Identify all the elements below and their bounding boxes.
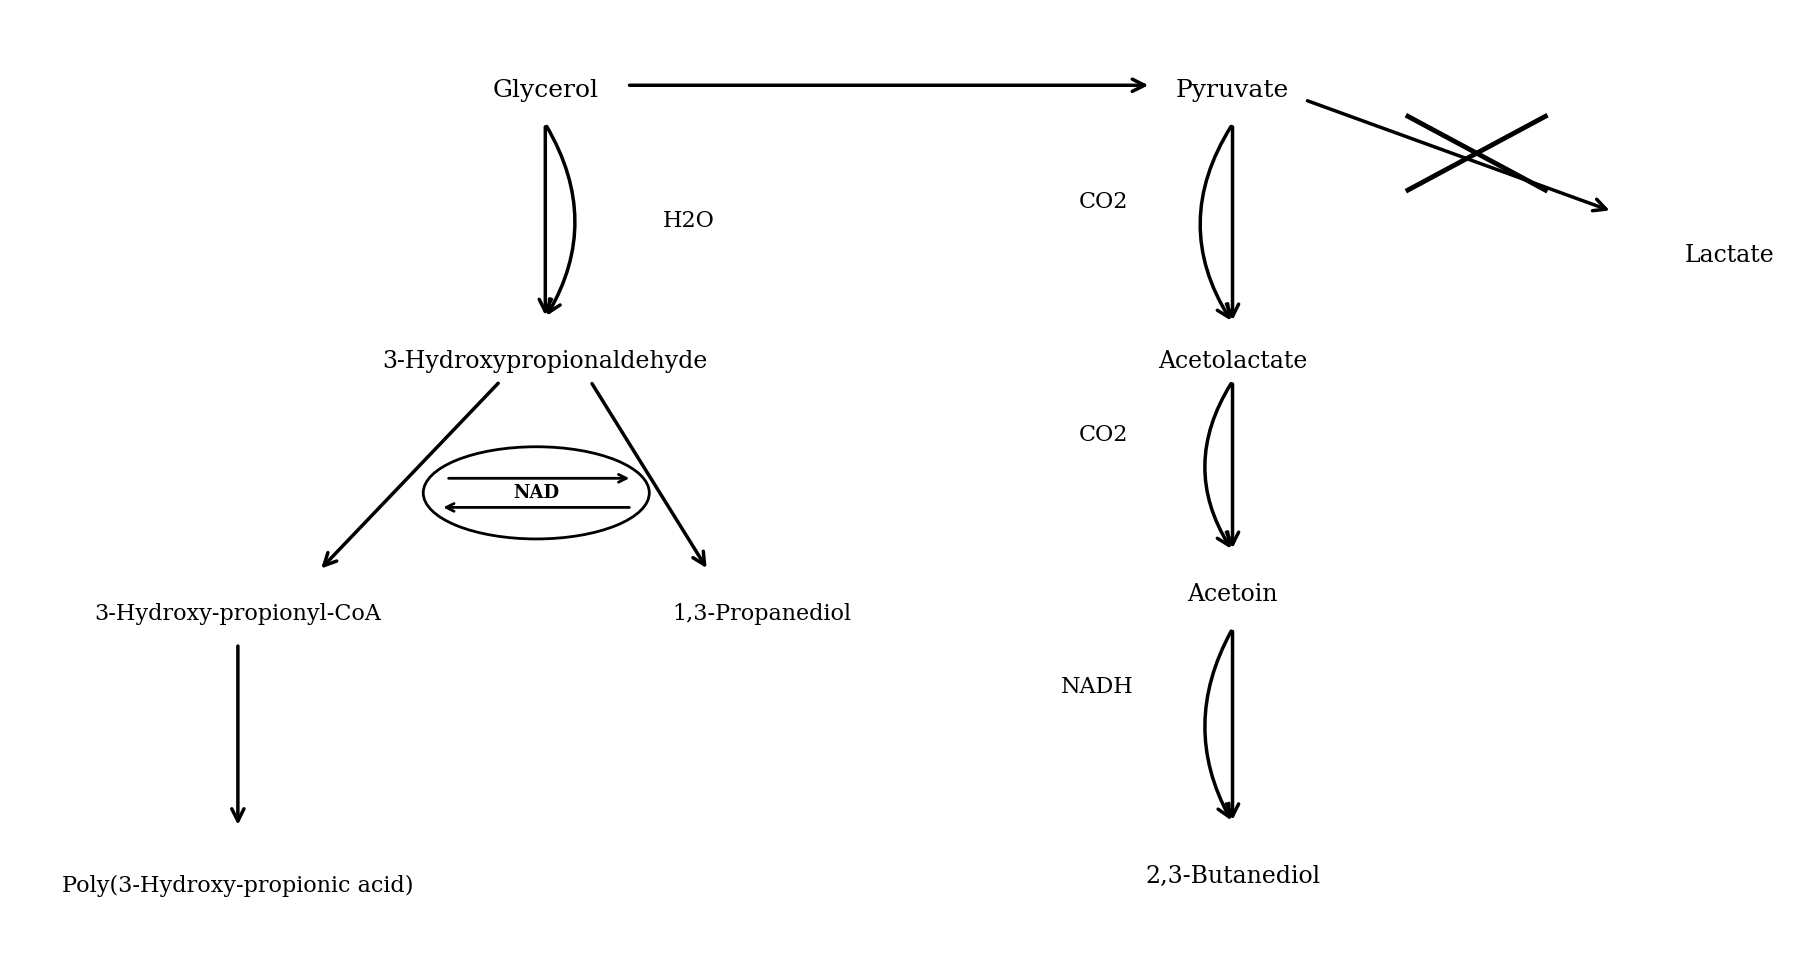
Text: CO2: CO2 — [1079, 424, 1128, 446]
Text: H2O: H2O — [662, 210, 715, 232]
Text: Lactate: Lactate — [1685, 244, 1774, 266]
Text: Pyruvate: Pyruvate — [1175, 79, 1290, 102]
Text: Poly(3-Hydroxy-propionic acid): Poly(3-Hydroxy-propionic acid) — [62, 874, 414, 897]
Text: 1,3-Propanediol: 1,3-Propanediol — [673, 603, 853, 626]
Text: 3-Hydroxy-propionyl-CoA: 3-Hydroxy-propionyl-CoA — [94, 603, 381, 626]
Text: CO2: CO2 — [1079, 190, 1128, 213]
Text: NAD: NAD — [513, 484, 559, 502]
Text: NADH: NADH — [1061, 676, 1134, 698]
Text: Acetoin: Acetoin — [1188, 584, 1277, 606]
Text: 2,3-Butanediol: 2,3-Butanediol — [1145, 865, 1321, 888]
Text: Glycerol: Glycerol — [492, 79, 599, 102]
Text: Acetolactate: Acetolactate — [1157, 350, 1308, 374]
Text: 3-Hydroxypropionaldehyde: 3-Hydroxypropionaldehyde — [383, 350, 707, 374]
